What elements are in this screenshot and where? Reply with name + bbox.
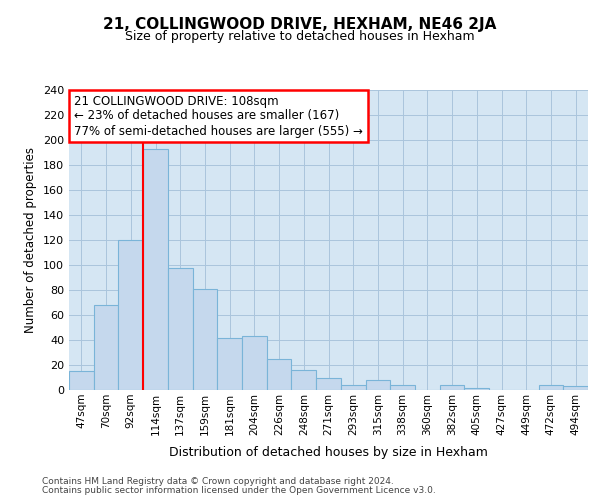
Text: Size of property relative to detached houses in Hexham: Size of property relative to detached ho… <box>125 30 475 43</box>
Bar <box>69 371 94 390</box>
Bar <box>267 359 292 390</box>
Bar <box>316 378 341 390</box>
Bar <box>94 305 118 390</box>
Bar <box>118 240 143 390</box>
Bar <box>292 370 316 390</box>
Bar <box>390 385 415 390</box>
Bar <box>440 385 464 390</box>
Text: Contains HM Land Registry data © Crown copyright and database right 2024.: Contains HM Land Registry data © Crown c… <box>42 477 394 486</box>
Bar <box>168 268 193 390</box>
Text: 21 COLLINGWOOD DRIVE: 108sqm
← 23% of detached houses are smaller (167)
77% of s: 21 COLLINGWOOD DRIVE: 108sqm ← 23% of de… <box>74 94 363 138</box>
Text: Contains public sector information licensed under the Open Government Licence v3: Contains public sector information licen… <box>42 486 436 495</box>
Bar <box>341 385 365 390</box>
Bar <box>464 388 489 390</box>
Y-axis label: Number of detached properties: Number of detached properties <box>25 147 37 333</box>
Bar <box>563 386 588 390</box>
Bar <box>193 289 217 390</box>
Bar <box>539 385 563 390</box>
Bar <box>242 336 267 390</box>
Bar <box>143 149 168 390</box>
Bar <box>217 338 242 390</box>
Text: 21, COLLINGWOOD DRIVE, HEXHAM, NE46 2JA: 21, COLLINGWOOD DRIVE, HEXHAM, NE46 2JA <box>103 18 497 32</box>
X-axis label: Distribution of detached houses by size in Hexham: Distribution of detached houses by size … <box>169 446 488 459</box>
Bar <box>365 380 390 390</box>
